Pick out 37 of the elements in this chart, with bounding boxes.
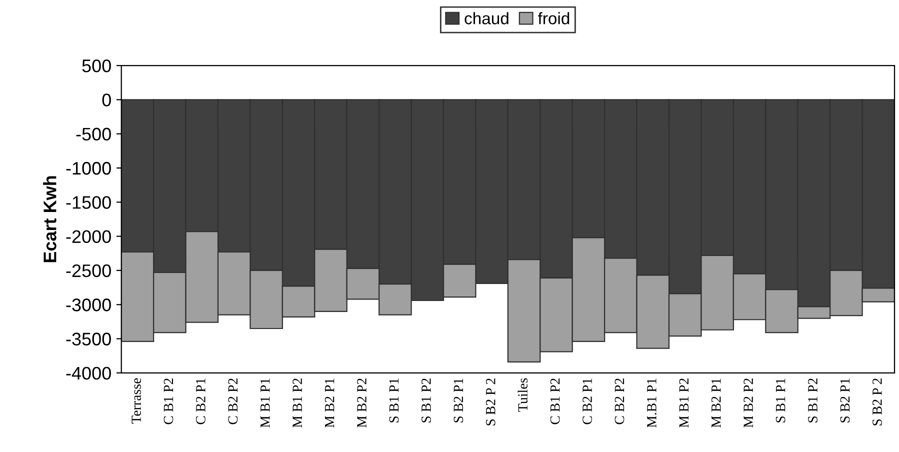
x-tick-label: C B1 P2 xyxy=(550,378,560,424)
y-tick-label: -3500 xyxy=(66,332,111,346)
x-tick-label: S B1 P2 xyxy=(422,378,431,422)
x-tick-label: M B1 P1 xyxy=(260,378,270,428)
x-tick-label: M B2 P1 xyxy=(711,378,721,428)
x-tick-label: S B1 P1 xyxy=(776,378,786,422)
x-tick-label: S B2 P1 xyxy=(840,378,850,422)
y-tick-label: -3000 xyxy=(66,298,111,312)
x-tick-label: M.B1 P1 xyxy=(647,378,656,428)
x-tick-label: C B2 P1 xyxy=(582,378,592,424)
y-tick-label: -1000 xyxy=(66,162,111,175)
y-tick-label: -1500 xyxy=(66,196,111,209)
legend-label: froid xyxy=(538,12,570,24)
x-tick-label: S B1 P1 xyxy=(389,378,399,422)
x-tick-label: S B2 P 2 xyxy=(872,378,882,426)
x-tick-label: C B1 P2 xyxy=(164,378,174,424)
y-tick-label: -500 xyxy=(76,128,111,141)
x-tick-label: S B2 P 2 xyxy=(486,378,496,426)
x-tick-label: S B2 P1 xyxy=(454,378,464,422)
x-tick-label: S B1 P2 xyxy=(808,378,818,422)
x-tick-label: M B2 P1 xyxy=(324,378,334,428)
y-tick-label: -2500 xyxy=(66,264,111,278)
legend-label: chaud xyxy=(464,12,508,24)
x-tick-label: M B1 P2 xyxy=(679,378,688,428)
x-tick-label: M B1 P2 xyxy=(292,378,302,428)
x-tick-label: C B2 P2 xyxy=(614,378,624,424)
y-axis-title: Ecart Kwh xyxy=(43,176,56,262)
x-tick-label: M B2 P2 xyxy=(744,378,753,428)
y-tick-label: -2000 xyxy=(66,230,111,244)
x-tick-label: Terrasse xyxy=(132,378,141,424)
x-tick-label: Tuiles xyxy=(518,378,528,412)
x-tick-label: C B2 P1 xyxy=(196,378,206,424)
y-tick-label: -4000 xyxy=(66,366,111,380)
y-tick-label: 0 xyxy=(102,94,111,106)
y-tick-label: 500 xyxy=(82,59,111,72)
x-tick-label: M B2 P2 xyxy=(357,378,366,428)
x-tick-label: C B2 P2 xyxy=(228,378,238,424)
